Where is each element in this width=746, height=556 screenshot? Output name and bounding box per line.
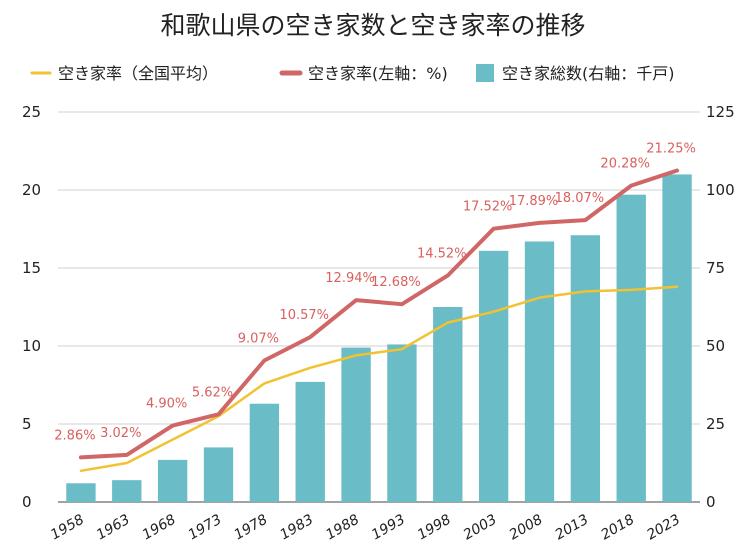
right-axis-tick-label: 25 <box>706 415 725 433</box>
x-axis-tick-label: 1978 <box>231 512 270 544</box>
x-axis-tick-label: 2013 <box>552 512 591 544</box>
right-axis-tick-label: 50 <box>706 337 725 355</box>
data-label: 17.89% <box>509 194 559 209</box>
bar <box>249 403 280 502</box>
x-axis-tick-label: 1958 <box>48 512 87 544</box>
right-axis-tick-label: 75 <box>706 259 725 277</box>
legend-label: 空き家総数(右軸：千戸) <box>502 64 675 83</box>
data-label: 2.86% <box>54 428 95 443</box>
x-axis-tick-label: 1998 <box>415 512 454 544</box>
left-axis-tick-label: 25 <box>22 103 41 121</box>
data-label: 3.02% <box>100 426 141 441</box>
bar <box>157 459 188 502</box>
chart-title: 和歌山県の空き家数と空き家率の推移 <box>160 11 586 40</box>
data-label: 9.07% <box>238 332 279 347</box>
bar <box>570 235 601 503</box>
data-label: 18.07% <box>555 191 605 206</box>
x-axis-tick-label: 2023 <box>644 512 683 544</box>
left-axis-tick-label: 10 <box>22 337 41 355</box>
bar <box>616 194 646 502</box>
bar <box>433 307 463 502</box>
bar <box>112 480 142 502</box>
data-label: 4.90% <box>146 397 187 412</box>
left-axis-tick-label: 5 <box>22 415 32 433</box>
left-axis-tick-label: 15 <box>22 259 41 277</box>
x-axis-tick-label: 1983 <box>277 512 316 544</box>
left-axis-tick-label: 20 <box>22 181 41 199</box>
bar <box>295 381 325 502</box>
data-label: 20.28% <box>600 157 650 172</box>
right-axis-tick-label: 0 <box>706 493 716 511</box>
x-axis-tick-label: 2008 <box>507 512 546 544</box>
x-axis-tick-label: 1988 <box>323 512 362 544</box>
bar <box>66 483 96 502</box>
data-label: 5.62% <box>192 385 233 400</box>
data-label: 17.52% <box>463 200 513 215</box>
bar <box>387 344 417 502</box>
right-axis-tick-label: 100 <box>706 181 735 199</box>
bar <box>524 241 555 503</box>
left-axis-tick-label: 0 <box>22 493 32 511</box>
data-label: 10.57% <box>279 308 329 323</box>
x-axis-tick-label: 2003 <box>461 512 500 544</box>
series-line-vacancy-rate <box>78 168 680 460</box>
legend-label: 空き家率(左軸：%) <box>308 64 448 83</box>
x-axis-tick-label: 1993 <box>369 512 408 544</box>
series-line-national-average <box>79 285 679 473</box>
x-axis-tick-label: 1973 <box>186 512 225 544</box>
legend-label: 空き家率（全国平均） <box>58 64 218 83</box>
data-label: 14.52% <box>417 246 467 261</box>
x-axis-tick-label: 1968 <box>140 512 179 544</box>
legend-swatch <box>476 64 494 82</box>
data-label: 12.68% <box>371 275 421 290</box>
x-axis-tick-label: 2018 <box>598 512 637 544</box>
data-label: 12.94% <box>325 271 375 286</box>
bar <box>203 447 234 502</box>
x-axis-tick-label: 1963 <box>94 512 133 544</box>
bar <box>341 347 371 502</box>
bar <box>478 250 509 502</box>
bar <box>662 174 692 502</box>
right-axis-tick-label: 125 <box>706 103 735 121</box>
data-label: 21.25% <box>646 142 696 157</box>
